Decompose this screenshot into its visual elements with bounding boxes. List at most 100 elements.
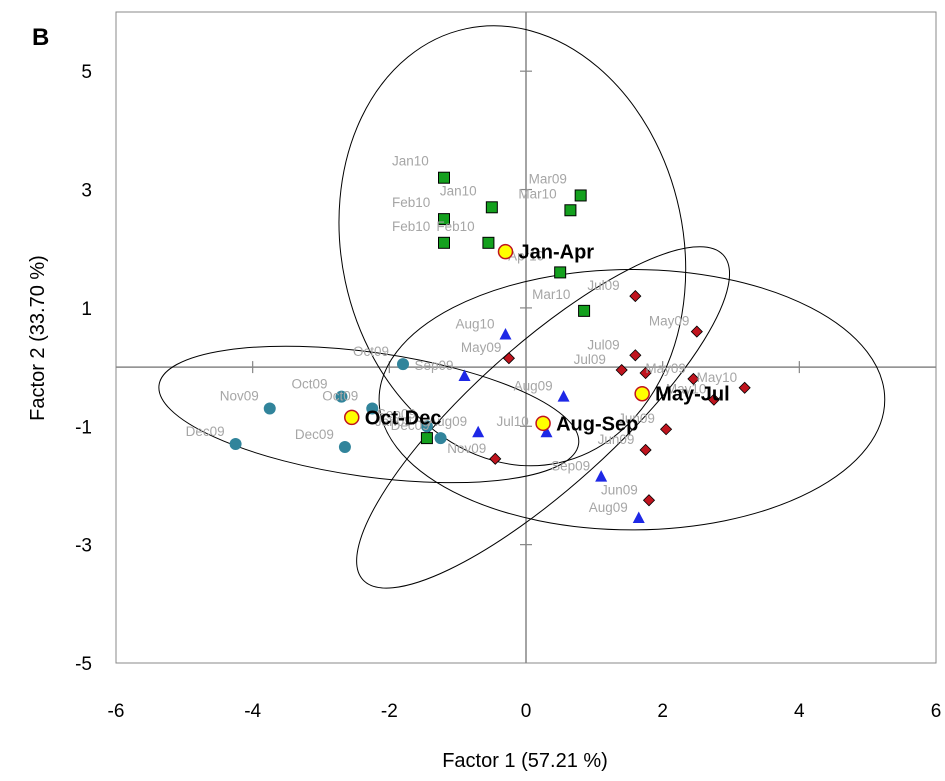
- y-tick-label: 3: [81, 181, 92, 202]
- point-label: Jun09: [618, 411, 655, 426]
- point-labels: Jan10 Jan10 Mar09 Feb10 Mar10 Feb10 Feb10 Apr10…: [186, 154, 738, 515]
- triangle-marker: [557, 390, 570, 402]
- diamond-marker: [707, 393, 720, 406]
- point-label: Sep09: [415, 358, 454, 373]
- triangle-marker: [595, 470, 608, 482]
- circle-marker: [366, 402, 379, 415]
- x-tick-label: -4: [244, 701, 261, 722]
- diamond-marker: [489, 452, 502, 465]
- square-marker: [438, 171, 450, 184]
- ellipse-may-jul: [378, 268, 886, 531]
- y-tick-label: -1: [75, 417, 92, 438]
- square-marker: [438, 236, 450, 249]
- diamond-marker: [738, 381, 751, 394]
- centroid-marker: [344, 409, 360, 426]
- diamond-marker: [690, 325, 703, 338]
- centroid-marker: [535, 415, 551, 432]
- point-label: Dec09: [186, 424, 225, 439]
- centroid-marker: [634, 385, 650, 402]
- point-label: May09: [461, 340, 502, 355]
- point-label: May09: [645, 361, 686, 376]
- point-label: Jul10: [497, 414, 529, 429]
- diamond-marker: [629, 290, 642, 303]
- triangle-marker: [499, 328, 512, 340]
- square-marker: [438, 213, 450, 226]
- diamond-marker: [502, 352, 515, 365]
- point-label: May10: [666, 382, 707, 397]
- square-marker: [482, 236, 495, 249]
- ellipse-jan-apr: [338, 25, 687, 467]
- square-marker: [578, 304, 591, 317]
- point-label: Jan10: [392, 154, 429, 169]
- point-label: Jan10: [440, 183, 477, 198]
- circle-marker: [263, 402, 276, 415]
- x-tick-label: 4: [794, 701, 805, 722]
- triangle-marker: [540, 425, 553, 438]
- point-label: Jul09: [587, 337, 619, 352]
- point-label: Oct09: [322, 389, 358, 404]
- point-label: Oct09: [353, 344, 389, 359]
- point-label: Aug10: [456, 317, 495, 332]
- diamond-marker: [615, 363, 628, 377]
- ellipse-aug-sep: [356, 246, 731, 589]
- circle-marker: [338, 440, 351, 453]
- circle-marker: [434, 432, 447, 445]
- point-label: Aug09: [428, 414, 467, 429]
- y-tick-label: -3: [75, 536, 92, 557]
- centroid-label: Aug-Sep: [556, 413, 638, 435]
- point-label: Aug09: [514, 379, 553, 394]
- centroid-label: Jan-Apr: [519, 242, 595, 264]
- point-label: Jun09: [598, 432, 635, 447]
- y-tick-label: 1: [81, 299, 92, 320]
- point-label: Nov09: [220, 389, 259, 404]
- point-label: Jun09: [601, 482, 638, 497]
- ellipse-oct-dec: [158, 345, 580, 484]
- square-marker: [420, 432, 433, 445]
- square-marker: [574, 189, 587, 202]
- group-centroids: Jan-Apr May-Jul Aug-Sep Oct-Dec: [344, 242, 730, 435]
- y-axis-title: Factor 2 (33.70 %): [27, 255, 49, 421]
- confidence-ellipses: [158, 25, 886, 589]
- circle-marker: [229, 438, 242, 451]
- point-label: May09: [649, 314, 690, 329]
- triangle-marker: [632, 511, 645, 524]
- diamond-marker: [639, 366, 652, 380]
- centroid-label: May-Jul: [655, 384, 729, 406]
- point-label: Apr10: [508, 248, 544, 263]
- point-label: Mar09: [529, 171, 567, 186]
- point-label: Dec09: [391, 418, 430, 433]
- point-label: Jul09: [587, 278, 619, 293]
- diamond-marker: [687, 372, 700, 385]
- x-tick-label: -2: [381, 701, 398, 722]
- x-tick-label: 0: [521, 701, 532, 722]
- point-label: Dec09: [295, 427, 334, 442]
- square-marker: [554, 266, 567, 279]
- point-label: Feb10: [392, 219, 430, 234]
- x-tick-label: 2: [657, 701, 668, 722]
- diamond-marker: [642, 494, 656, 507]
- circle-marker: [335, 390, 348, 403]
- x-tick-label: -6: [108, 701, 125, 722]
- panel-label: B: [32, 24, 49, 51]
- axes-group: -6 -4 -2 0 2 4 6 -5 -3 -1 1 3 5: [75, 12, 941, 722]
- point-label: Mar10: [518, 186, 556, 201]
- x-axis-title: Factor 1 (57.21 %): [442, 750, 608, 772]
- square-marker: [485, 201, 498, 214]
- y-tick-label: -5: [75, 654, 92, 675]
- point-label: Jul09: [574, 352, 606, 367]
- data-points: [229, 171, 751, 524]
- circle-marker: [397, 358, 409, 371]
- diamond-marker: [660, 423, 673, 436]
- point-label: Feb10: [436, 219, 474, 234]
- point-label: Feb10: [392, 195, 430, 210]
- point-label: Sep09: [551, 459, 590, 474]
- point-label: Sep09: [377, 406, 416, 421]
- point-label: Mar10: [532, 287, 570, 302]
- point-label: Jan09: [375, 414, 412, 429]
- point-label: May10: [697, 370, 738, 385]
- circle-marker: [420, 420, 433, 433]
- triangle-marker: [458, 369, 471, 381]
- square-marker: [564, 204, 577, 217]
- point-label: Aug09: [589, 500, 628, 515]
